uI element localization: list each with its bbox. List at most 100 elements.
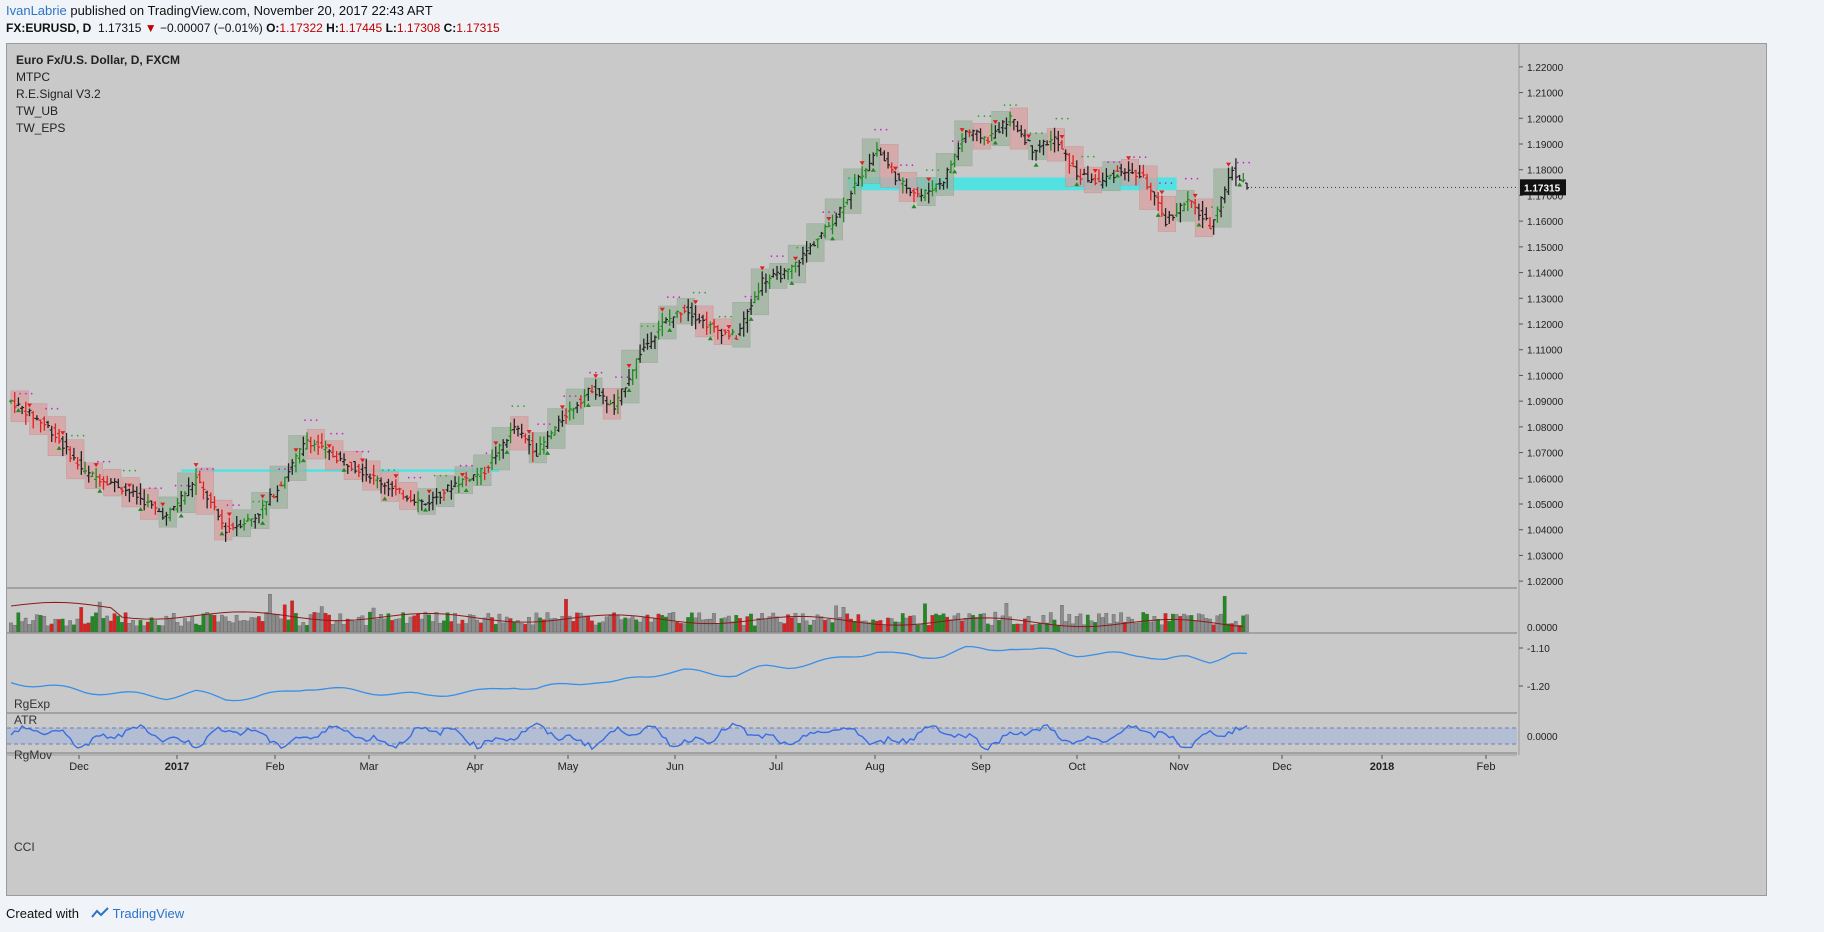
volume-bar <box>9 622 13 633</box>
ohlc-bar <box>23 401 28 425</box>
volume-bar <box>364 625 369 633</box>
ohlc-bar <box>467 478 472 483</box>
ohlc-bar <box>253 513 258 529</box>
ohlc-bar <box>186 477 191 497</box>
ohlc-bar <box>1133 169 1138 186</box>
legend-study[interactable]: MTPC <box>16 70 50 84</box>
x-tick-label: Apr <box>466 761 483 773</box>
tradingview-link[interactable]: TradingView <box>112 906 185 921</box>
volume-bar <box>501 622 505 633</box>
volume-bar <box>660 615 665 633</box>
y-tick-label: 1.20000 <box>1527 114 1564 125</box>
chart-frame[interactable]: 1.22000 1.21000 1.20000 1.19000 1.18000 1.170… <box>6 43 1767 896</box>
legend-title: Euro Fx/U.S. Dollar, D, FXCM <box>16 53 181 67</box>
ohlc-bar <box>841 197 846 223</box>
ohlc-bar <box>678 312 683 323</box>
ohlc-bar <box>886 151 891 169</box>
ohlc-bar <box>142 489 147 511</box>
volume-bar <box>1015 623 1020 633</box>
volume-bar <box>1219 613 1223 633</box>
sell-signal-marker <box>260 494 266 499</box>
ohlc-bar <box>660 312 665 337</box>
volume-bar <box>845 613 850 633</box>
volume-bar <box>1108 623 1112 633</box>
ohlc-bar <box>42 416 47 431</box>
high-value: 1.17445 <box>338 21 383 35</box>
ohlc-bar <box>197 470 202 484</box>
volume-bar <box>1111 614 1116 633</box>
signal-dots: • • • <box>1003 103 1018 109</box>
volume-bar <box>627 618 631 633</box>
price-chart[interactable]: 1.22000 1.21000 1.20000 1.19000 1.18000 1.170… <box>7 44 1766 895</box>
volume-bar <box>1074 616 1079 633</box>
legend-study[interactable]: TW_UB <box>16 104 58 118</box>
ohlc-bar <box>889 162 894 174</box>
ohlc-bar <box>856 174 861 187</box>
x-tick-label: 2018 <box>1370 761 1394 773</box>
ohlc-bar <box>286 463 291 482</box>
ohlc-bar <box>578 395 583 409</box>
ohlc-bar <box>615 389 620 415</box>
sell-signal-marker <box>693 300 699 305</box>
ohlc-bar <box>201 481 206 500</box>
ohlc-bar <box>1222 186 1227 204</box>
signal-dots: • • • <box>459 464 474 470</box>
volume-bar <box>686 617 690 633</box>
rgmov-tick-label: -1.10 <box>1527 644 1550 655</box>
x-tick-label: May <box>558 761 579 773</box>
open-label: O: <box>266 21 280 35</box>
volume-bar <box>560 616 565 633</box>
ohlc-bar <box>497 443 502 461</box>
volume-bar <box>430 621 435 633</box>
cci-label: CCI <box>14 840 35 854</box>
ohlc-bar <box>223 522 228 542</box>
signal-dots: • • • <box>175 484 190 490</box>
ohlc-bar <box>1145 173 1150 190</box>
buy-signal-marker <box>382 496 388 501</box>
ohlc-bar <box>334 451 339 464</box>
buy-signal-marker <box>911 204 917 209</box>
ohlc-bar <box>275 485 280 503</box>
ohlc-bar <box>719 328 724 345</box>
signal-dots: • • • <box>900 163 915 169</box>
volume-bar <box>16 612 21 633</box>
volume-bar <box>804 620 809 633</box>
ohlc-bar <box>800 246 805 265</box>
volume-bar <box>460 619 465 633</box>
ohlc-bar <box>501 439 506 459</box>
ohlc-bar <box>893 171 898 186</box>
volume-bar <box>397 618 402 633</box>
low-value: 1.17308 <box>396 21 441 35</box>
signal-dots: • • • <box>1029 131 1044 137</box>
ohlc-bar <box>271 493 276 499</box>
volume-bar <box>604 616 609 633</box>
volume-bar <box>1037 622 1042 633</box>
ohlc-bar <box>538 436 543 456</box>
volume-bar <box>94 612 98 633</box>
ohlc-bar <box>860 166 865 187</box>
legend-study[interactable]: R.E.Signal V3.2 <box>16 87 101 101</box>
volume-bar <box>371 607 376 633</box>
legend-study[interactable]: TW_EPS <box>16 121 66 135</box>
ohlc-bar <box>971 129 976 142</box>
volume-bar <box>538 617 542 633</box>
support-zone <box>181 469 500 472</box>
ohlc-bar <box>482 466 487 481</box>
author-link[interactable]: IvanLabrie <box>6 3 67 18</box>
volume-bar <box>1156 619 1160 633</box>
sell-signal-marker <box>393 474 399 479</box>
ohlc-bar <box>160 507 165 520</box>
ohlc-bar <box>752 291 757 304</box>
ohlc-bar <box>564 408 569 424</box>
y-tick-label: 1.12000 <box>1527 320 1564 331</box>
volume-bar <box>767 616 772 633</box>
sell-signal-marker <box>526 429 532 434</box>
ohlc-bar <box>597 388 602 397</box>
signal-dots: • • • <box>563 394 578 400</box>
signal-dots: • • • <box>537 422 552 428</box>
volume-bar <box>815 614 820 633</box>
ohlc-bar <box>360 463 365 483</box>
volume-bar <box>830 622 835 633</box>
volume-bar <box>1067 614 1072 633</box>
volume-bar <box>190 616 195 633</box>
